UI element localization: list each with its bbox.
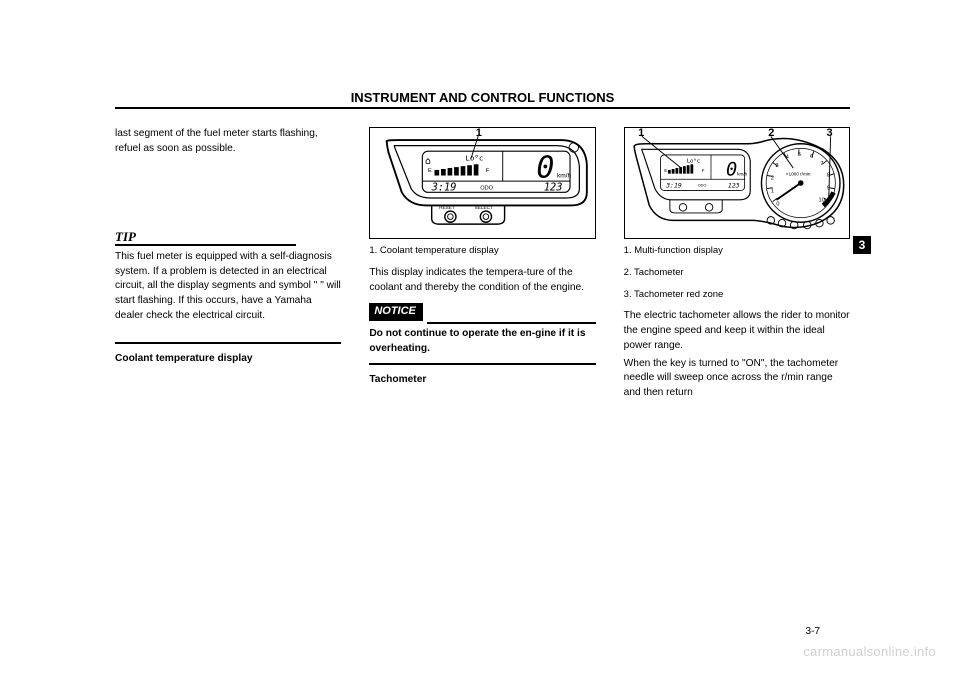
col1-paragraph-1: last segment of the fuel meter starts fl…: [115, 127, 341, 157]
callout-2: 2: [768, 126, 774, 142]
column-1: last segment of the fuel meter starts fl…: [115, 127, 341, 404]
svg-text:6: 6: [810, 154, 813, 160]
tip-body: This fuel meter is equipped with a self-…: [115, 250, 341, 324]
chapter-tab: 3: [853, 236, 871, 254]
watermark: carmanualsonline.info: [803, 644, 936, 659]
fuel-f: F: [486, 168, 490, 174]
svg-text:123: 123: [727, 182, 739, 190]
gauge-illustration-2: Lo°c E F 0 km/h 3:19 ODO 123: [625, 128, 849, 238]
svg-text:2: 2: [770, 175, 773, 181]
manual-page: INSTRUMENT AND CONTROL FUNCTIONS last se…: [0, 0, 960, 679]
reset-label: RESET: [439, 205, 455, 210]
subhead-coolant: Coolant temperature display: [115, 352, 341, 367]
svg-text:E: E: [664, 168, 667, 173]
page-number: 3-7: [806, 626, 820, 637]
lcd-temp-text: Lo°c: [466, 154, 484, 163]
reset-button: [445, 211, 456, 222]
svg-text:1: 1: [770, 188, 773, 194]
notice-body: Do not continue to operate the en-gine i…: [369, 327, 595, 357]
lcd-time: 3:19: [431, 181, 457, 193]
svg-text:0: 0: [726, 160, 737, 181]
lcd-unit: km/h: [557, 172, 572, 179]
tip-label: TIP: [115, 230, 296, 246]
col3-paragraph-2: When the key is turned to "ON", the tach…: [624, 357, 850, 401]
tacho-unit: ×1000 r/min: [785, 172, 810, 177]
header-rule: [115, 107, 850, 109]
col3-paragraph-1: The electric tachometer allows the rider…: [624, 309, 850, 353]
subhead-tachometer: Tachometer: [369, 373, 595, 388]
lcd-odo-val: 123: [544, 181, 563, 193]
lcd-odo-label: ODO: [481, 186, 494, 192]
svg-text:3: 3: [775, 163, 778, 169]
fig2-caption-3: 3. Tachometer red zone: [624, 288, 850, 302]
lcd2-temp: Lo°c: [686, 158, 699, 164]
notice-end-rule: [369, 363, 595, 365]
svg-text:0: 0: [776, 201, 779, 207]
fig1-caption: 1. Coolant temperature display: [369, 244, 595, 258]
select-button: [481, 211, 492, 222]
column-3: 1 2 3 Lo°c E F: [624, 127, 850, 404]
figure-coolant-display: 1 Lo°c E F: [369, 127, 595, 239]
tacho-needle: [776, 183, 800, 200]
svg-text:ODO: ODO: [698, 184, 707, 188]
svg-text:5: 5: [798, 152, 801, 158]
column-2: 1 Lo°c E F: [369, 127, 595, 404]
notice-rule: [427, 314, 596, 324]
warn-icon: [569, 143, 578, 152]
notice-header: NOTICE: [369, 301, 595, 324]
select-label: SELECT: [475, 205, 493, 210]
callout-1: 1: [476, 126, 482, 142]
gauge-illustration-1: Lo°c E F 0 km/: [370, 128, 594, 238]
tip-end-rule: [115, 342, 341, 344]
tacho-numbers: 0 1 2 3 4 5 6 7 8 9 10: [770, 152, 829, 208]
column-layout: last segment of the fuel meter starts fl…: [115, 127, 850, 404]
callout-3: 3: [827, 126, 833, 142]
svg-text:3:19: 3:19: [665, 182, 682, 190]
fig2-caption-1: 1. Multi-function display: [624, 244, 850, 258]
callout-1b: 1: [638, 126, 644, 142]
svg-text:7: 7: [820, 161, 823, 167]
svg-text:km/h: km/h: [737, 172, 748, 177]
fuel-pump-icon: [426, 159, 430, 164]
fig2-caption-2: 2. Tachometer: [624, 266, 850, 280]
fuel-e: E: [428, 168, 432, 174]
notice-label: NOTICE: [369, 303, 423, 321]
figure-tachometer: 1 2 3 Lo°c E F: [624, 127, 850, 239]
page-title: INSTRUMENT AND CONTROL FUNCTIONS: [115, 90, 850, 105]
lcd-speed: 0: [537, 150, 555, 185]
svg-text:F: F: [701, 168, 704, 173]
fuel-segments: [435, 164, 479, 175]
col2-paragraph-1: This display indicates the tempera-ture …: [369, 266, 595, 296]
